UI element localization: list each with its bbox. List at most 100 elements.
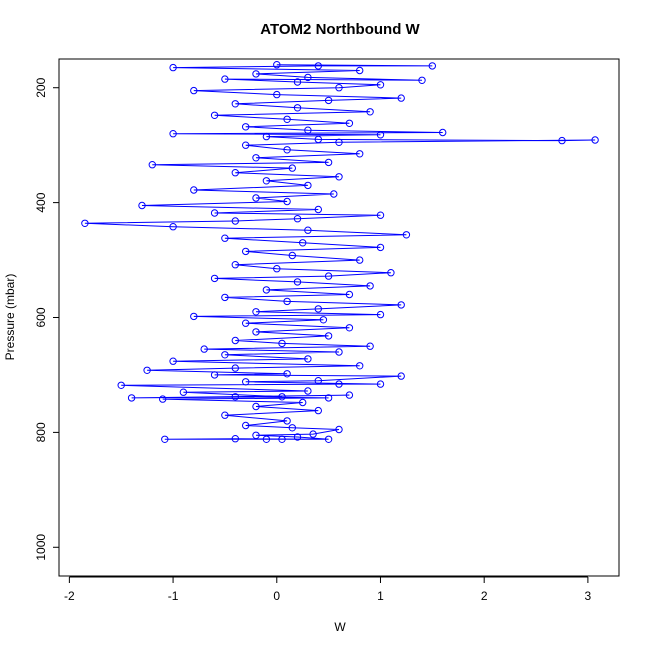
data-point	[314, 205, 322, 214]
data-point	[314, 377, 322, 385]
data-point	[159, 395, 167, 403]
series-line	[84, 64, 596, 440]
data-point	[252, 402, 260, 411]
data-point	[288, 164, 296, 172]
data-point	[210, 274, 219, 283]
data-point	[324, 394, 333, 402]
data-point	[293, 104, 302, 112]
data-point	[262, 286, 271, 294]
data-point	[330, 190, 338, 198]
data-point	[345, 119, 354, 128]
data-point	[314, 406, 322, 415]
data-point	[293, 215, 302, 223]
y-tick-label: 600	[34, 307, 48, 327]
data-point	[304, 355, 312, 363]
data-point	[283, 197, 291, 206]
data-point	[366, 342, 374, 350]
data-point	[242, 247, 250, 256]
data-point	[262, 177, 271, 185]
data-point	[366, 282, 374, 290]
y-tick-label: 400	[34, 192, 48, 212]
data-point	[376, 81, 385, 89]
data-point	[366, 108, 374, 116]
data-point	[293, 433, 302, 441]
data-point	[439, 128, 447, 137]
data-point	[242, 319, 250, 327]
y-tick-label: 200	[34, 77, 48, 97]
data-point	[283, 146, 291, 154]
y-tick-label: 1000	[34, 534, 48, 561]
data-point	[335, 380, 343, 388]
data-point	[335, 138, 343, 147]
data-point	[304, 73, 312, 82]
data-point	[169, 223, 177, 231]
data-point	[190, 86, 198, 95]
data-point	[210, 209, 219, 217]
data-point	[376, 131, 385, 139]
data-point	[288, 251, 296, 260]
data-point	[252, 308, 260, 316]
data-point	[324, 96, 333, 105]
data-point	[252, 70, 260, 78]
data-point	[314, 305, 322, 313]
data-point	[242, 421, 250, 430]
data-point	[278, 393, 286, 401]
data-point	[200, 345, 208, 353]
data-point	[242, 378, 250, 386]
data-point	[138, 201, 146, 210]
data-point	[591, 136, 599, 144]
data-point	[231, 261, 240, 269]
data-point	[252, 431, 260, 439]
x-tick-label: 1	[377, 589, 384, 603]
data-point	[231, 336, 240, 345]
data-point	[304, 226, 312, 234]
data-point	[335, 425, 343, 434]
x-tick-label: 3	[585, 589, 592, 603]
data-point	[252, 194, 260, 202]
data-point	[221, 411, 229, 419]
data-point	[273, 90, 281, 99]
data-point	[252, 154, 260, 162]
y-tick-label: 800	[34, 422, 48, 442]
data-point	[293, 78, 302, 86]
data-point	[376, 310, 385, 319]
data-point	[387, 269, 395, 277]
data-point	[169, 357, 177, 365]
data-point	[148, 161, 157, 169]
data-point	[324, 435, 333, 443]
data-point	[221, 75, 229, 83]
data-point	[278, 339, 286, 348]
data-point	[273, 265, 281, 273]
data-point	[231, 393, 240, 401]
data-point	[231, 169, 240, 177]
data-point	[231, 100, 240, 108]
data-point	[345, 391, 354, 399]
data-point	[278, 435, 286, 443]
data-point	[161, 435, 169, 443]
data-point	[169, 130, 177, 138]
data-point	[221, 234, 229, 242]
data-point	[304, 181, 312, 190]
data-point	[221, 351, 229, 359]
data-point	[283, 417, 291, 425]
data-point	[81, 219, 89, 228]
data-point	[304, 126, 312, 134]
data-point	[356, 362, 364, 370]
data-point	[190, 186, 198, 194]
data-point	[299, 239, 307, 247]
data-point	[262, 132, 271, 141]
data-point	[397, 301, 405, 309]
data-point	[231, 435, 240, 443]
data-point	[242, 141, 250, 149]
data-point	[210, 111, 219, 120]
y-axis: 200 400 600 800 1000	[34, 77, 60, 561]
data-point	[210, 371, 219, 379]
data-point	[283, 370, 291, 378]
data-point	[397, 94, 405, 102]
data-point	[288, 424, 296, 432]
data-point	[169, 63, 177, 72]
x-axis: -2 -1 0 1 2 3	[64, 576, 592, 603]
data-point	[283, 297, 291, 306]
data-point	[231, 364, 240, 372]
